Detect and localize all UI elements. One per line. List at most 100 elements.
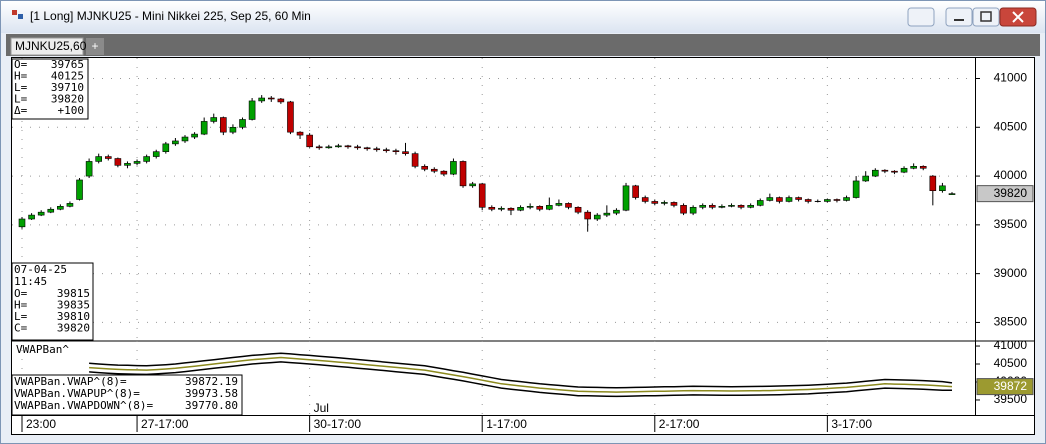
- candle-body: [459, 161, 467, 187]
- candle: [421, 164, 428, 172]
- candle-body: [143, 156, 150, 162]
- candle: [143, 154, 150, 164]
- candle-body: [680, 205, 687, 214]
- summary-label: L=: [14, 81, 28, 94]
- candle-body: [862, 175, 870, 182]
- candle-body: [440, 170, 448, 175]
- candle-body: [28, 214, 35, 220]
- vwap-line: [89, 361, 953, 398]
- candle: [363, 146, 371, 151]
- summary-value: 39820: [51, 93, 84, 106]
- candle: [910, 163, 917, 170]
- candle: [248, 98, 256, 121]
- summary-value: +100: [58, 104, 85, 117]
- candle: [555, 199, 563, 207]
- candle: [651, 199, 659, 206]
- candle-body: [421, 166, 428, 170]
- candle-body: [239, 119, 246, 128]
- candle-body: [613, 209, 620, 214]
- candle-body: [756, 200, 764, 206]
- candle-body: [651, 201, 659, 204]
- tab[interactable]: [10, 37, 84, 56]
- month-marker: Jul: [314, 401, 329, 415]
- candle: [546, 197, 553, 211]
- candle: [709, 203, 716, 210]
- new-tab-label: +: [91, 39, 98, 53]
- candle: [200, 117, 208, 136]
- candle: [939, 182, 946, 193]
- candle: [258, 95, 265, 103]
- bar-date: 07-04-25: [14, 263, 67, 276]
- candle: [152, 149, 160, 159]
- candle: [862, 171, 870, 182]
- candle-body: [469, 183, 476, 187]
- candle-body: [162, 143, 170, 152]
- candle-body: [210, 117, 218, 122]
- candle: [66, 201, 74, 208]
- last-price-label: 39820: [994, 186, 1028, 200]
- attach-button[interactable]: [907, 7, 935, 27]
- candle-body: [325, 146, 333, 149]
- candle: [181, 135, 189, 143]
- candle-body: [699, 205, 707, 208]
- candle: [756, 198, 764, 207]
- candle: [450, 158, 457, 176]
- candle-body: [124, 163, 131, 166]
- candle-body: [584, 211, 591, 220]
- candle-body: [689, 206, 697, 214]
- candle: [776, 196, 783, 204]
- candle-body: [430, 168, 438, 172]
- candle: [191, 132, 198, 139]
- candle: [680, 203, 687, 216]
- candle: [852, 176, 860, 199]
- summary-label: Δ=: [14, 104, 28, 117]
- candle-body: [57, 206, 64, 210]
- candle: [220, 116, 227, 136]
- title-bar: [1, 1, 1045, 33]
- time-tick-label: 27-17:00: [141, 417, 189, 431]
- candle: [296, 131, 304, 139]
- candle: [718, 204, 726, 209]
- app-icon-part: [18, 14, 23, 19]
- new-tab-button[interactable]: [86, 38, 104, 55]
- y-tick-label: 40500: [994, 119, 1028, 133]
- maximize-button[interactable]: [972, 7, 1000, 27]
- candle: [622, 182, 630, 212]
- current-value-label: 39872: [994, 379, 1028, 393]
- candle-body: [383, 149, 390, 152]
- candle: [689, 205, 697, 216]
- candle: [919, 165, 927, 171]
- candle: [402, 142, 409, 156]
- summary-label: H=: [14, 70, 28, 83]
- candle: [430, 167, 438, 174]
- candle-body: [478, 183, 486, 208]
- candle-body: [95, 156, 103, 162]
- candle: [18, 217, 26, 229]
- candle: [517, 205, 524, 212]
- candle-body: [574, 206, 582, 213]
- candle: [37, 210, 45, 217]
- candle: [613, 208, 620, 216]
- summary-box: [11, 58, 89, 120]
- minimize-button[interactable]: [945, 7, 973, 27]
- candle-body: [133, 161, 141, 164]
- candle: [814, 199, 821, 203]
- bar-info-label: H=: [14, 299, 28, 312]
- candle: [267, 96, 275, 102]
- candle: [785, 195, 793, 203]
- candle: [469, 181, 476, 188]
- candle-body: [114, 158, 122, 166]
- candle: [315, 144, 323, 150]
- candle: [536, 205, 544, 212]
- time-tick-label: 30-17:00: [314, 417, 362, 431]
- candle-body: [718, 206, 726, 208]
- candle-body: [181, 136, 189, 142]
- bar-time: 11:45: [14, 275, 47, 288]
- candle-body: [220, 117, 227, 133]
- candle-body: [871, 169, 879, 177]
- bar-info-value: 39815: [57, 287, 90, 300]
- candle: [565, 202, 572, 210]
- candle-body: [747, 205, 754, 208]
- bar-info-label: O=: [14, 287, 28, 300]
